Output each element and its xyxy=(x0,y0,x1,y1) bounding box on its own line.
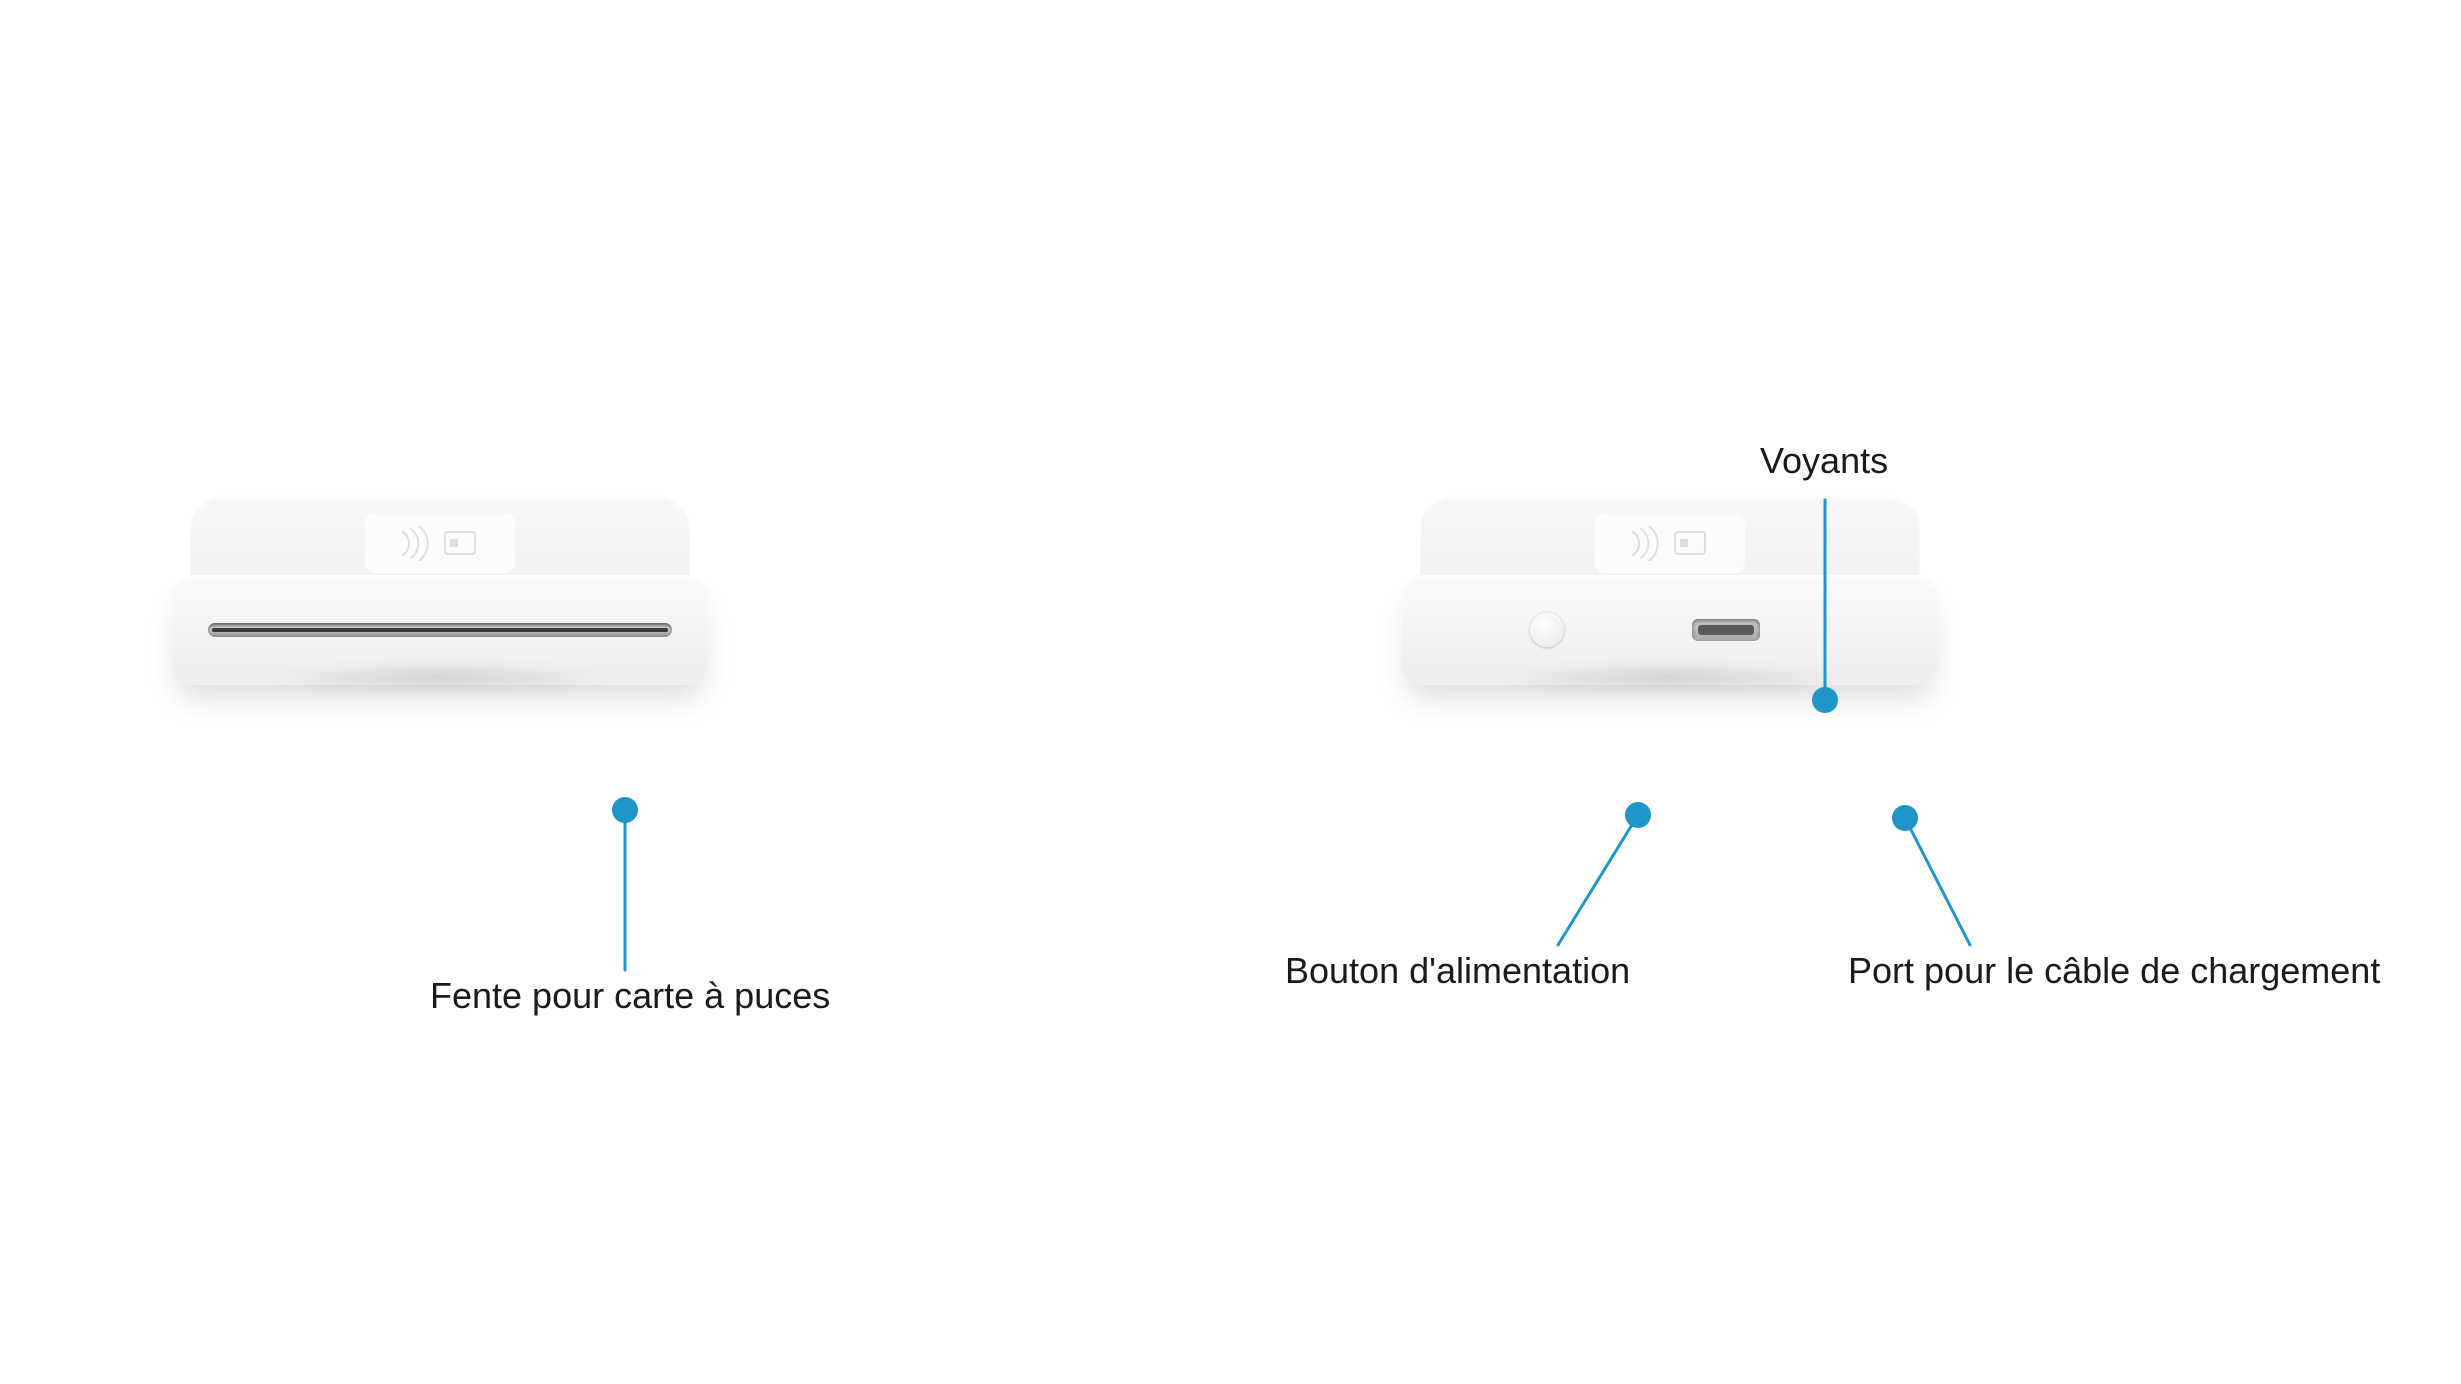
callout-label-port: Port pour le câble de chargement xyxy=(1848,950,2380,992)
callout-dot-voyants xyxy=(1812,687,1838,713)
diagram-stage: Fente pour carte à puces Voyants Bouton … xyxy=(0,0,2461,1384)
nfc-pad-back xyxy=(1595,513,1745,573)
callout-label-power: Bouton d'alimentation xyxy=(1285,950,1630,992)
contactless-icon xyxy=(395,526,485,561)
device-front-view xyxy=(170,495,710,695)
callout-dot-power xyxy=(1625,802,1651,828)
callout-label-chip-slot: Fente pour carte à puces xyxy=(430,975,830,1017)
charging-port xyxy=(1692,619,1760,641)
device-front-side xyxy=(170,575,710,685)
nfc-pad xyxy=(365,513,515,573)
callout-dot-chip-slot xyxy=(612,797,638,823)
power-button xyxy=(1530,613,1564,647)
device-back-side xyxy=(1400,575,1940,685)
callout-dot-port xyxy=(1892,805,1918,831)
device-back-view xyxy=(1400,495,1940,695)
callout-label-voyants: Voyants xyxy=(1760,440,1888,482)
chip-card-slot xyxy=(208,623,672,637)
contactless-icon xyxy=(1625,526,1715,561)
